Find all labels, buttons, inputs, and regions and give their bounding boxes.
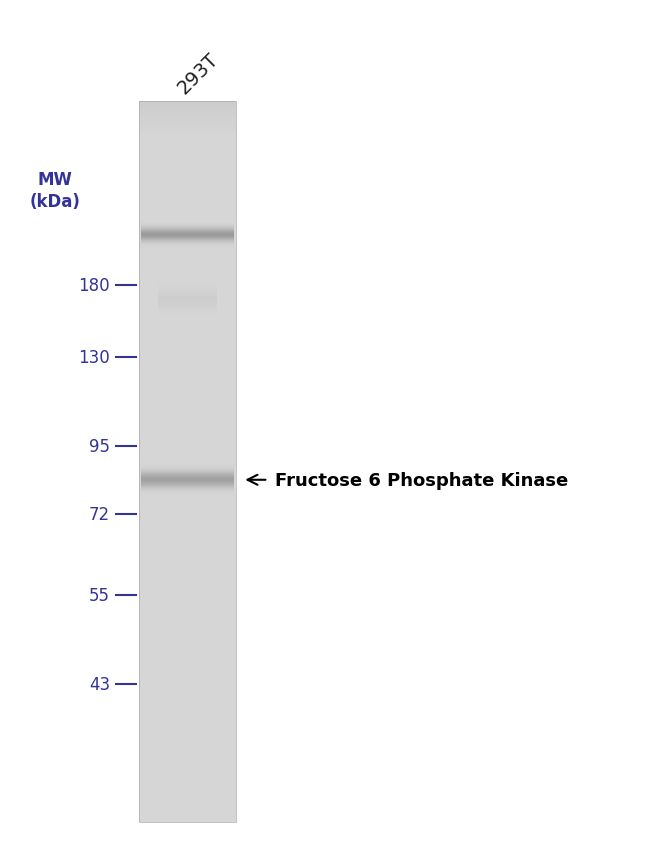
Text: Fructose 6 Phosphate Kinase: Fructose 6 Phosphate Kinase xyxy=(275,471,568,489)
Bar xyxy=(139,112,236,114)
Text: 72: 72 xyxy=(89,506,110,524)
Bar xyxy=(139,119,236,122)
Bar xyxy=(139,104,236,106)
Bar xyxy=(139,116,236,118)
Bar xyxy=(139,125,236,128)
Text: 180: 180 xyxy=(78,277,110,295)
Bar xyxy=(139,102,236,822)
Bar xyxy=(139,124,236,126)
Bar xyxy=(139,121,236,123)
Bar xyxy=(139,102,236,105)
Bar xyxy=(139,122,236,124)
Bar xyxy=(139,108,236,111)
Bar xyxy=(139,127,236,129)
Bar xyxy=(139,114,236,117)
Text: 43: 43 xyxy=(89,675,110,693)
Bar xyxy=(139,133,236,135)
Bar xyxy=(139,135,236,137)
Bar xyxy=(139,134,236,135)
Bar xyxy=(139,101,236,103)
Text: 130: 130 xyxy=(78,348,110,367)
Bar xyxy=(139,131,236,134)
Bar xyxy=(139,105,236,107)
Bar xyxy=(139,117,236,119)
Bar xyxy=(139,130,236,132)
Bar xyxy=(139,111,236,113)
Bar xyxy=(139,102,236,822)
Text: 55: 55 xyxy=(89,586,110,604)
Bar xyxy=(139,129,236,131)
Text: MW
(kDa): MW (kDa) xyxy=(29,170,81,210)
Text: 95: 95 xyxy=(89,437,110,455)
Bar xyxy=(139,110,236,112)
Bar xyxy=(139,113,236,115)
Bar xyxy=(139,107,236,109)
Bar xyxy=(139,128,236,130)
Bar xyxy=(139,118,236,120)
Bar xyxy=(139,136,236,138)
Text: 293T: 293T xyxy=(174,50,222,98)
Bar xyxy=(139,123,236,125)
Bar xyxy=(139,106,236,108)
